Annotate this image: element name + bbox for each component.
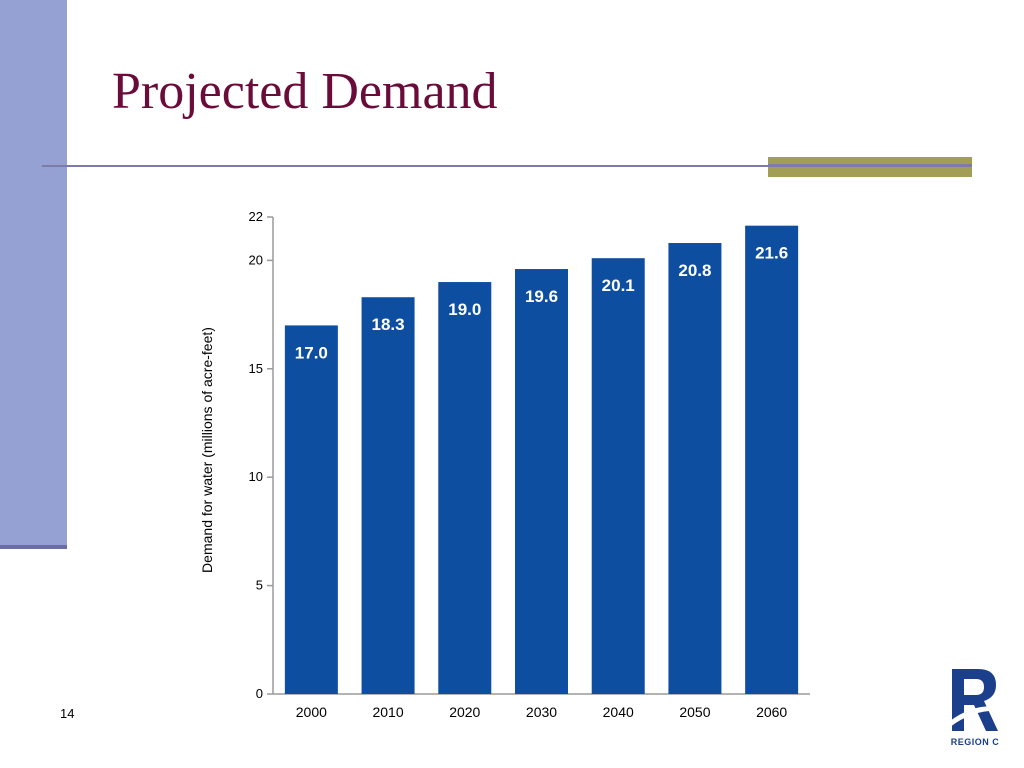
x-tick-label: 2000 xyxy=(296,704,327,720)
bar-data-label: 20.1 xyxy=(602,276,635,295)
title-divider xyxy=(42,165,972,167)
x-tick-label: 2050 xyxy=(679,704,710,720)
bar-data-label: 17.0 xyxy=(295,343,328,362)
x-tick-label: 2010 xyxy=(372,704,403,720)
slide-sidebar-decoration xyxy=(0,0,67,549)
y-tick-label: 10 xyxy=(249,469,263,484)
bar-2030 xyxy=(515,269,568,694)
bar-data-label: 19.0 xyxy=(448,300,481,319)
bar-2000 xyxy=(284,325,338,694)
y-tick-label: 15 xyxy=(249,361,263,376)
bar-2040 xyxy=(591,258,645,694)
x-tick-label: 2060 xyxy=(756,704,787,720)
y-tick-label: 0 xyxy=(256,686,263,701)
bar-2050 xyxy=(668,243,722,694)
bar-data-label: 19.6 xyxy=(525,287,558,306)
y-tick-label: 20 xyxy=(249,252,263,267)
slide-title: Projected Demand xyxy=(112,63,498,120)
bar-data-label: 18.3 xyxy=(372,315,405,334)
x-tick-label: 2040 xyxy=(603,704,634,720)
title-divider-accent xyxy=(768,157,972,177)
x-tick-label: 2020 xyxy=(449,704,480,720)
page-number: 14 xyxy=(60,706,75,721)
x-tick-label: 2030 xyxy=(526,704,557,720)
region-c-logo: REGION C xyxy=(944,663,1006,751)
logo-caption: REGION C xyxy=(950,737,1000,747)
bar-2020 xyxy=(438,282,492,694)
y-tick-label: 5 xyxy=(256,578,263,593)
y-axis-label: Demand for water (millions of acre-feet) xyxy=(199,327,215,573)
y-tick-label: 22 xyxy=(249,209,263,224)
bar-data-label: 21.6 xyxy=(755,244,788,263)
region-c-logo-icon xyxy=(944,663,1006,737)
bar-2060 xyxy=(745,225,799,694)
bar-2010 xyxy=(361,297,415,694)
bar-data-label: 20.8 xyxy=(678,261,711,280)
